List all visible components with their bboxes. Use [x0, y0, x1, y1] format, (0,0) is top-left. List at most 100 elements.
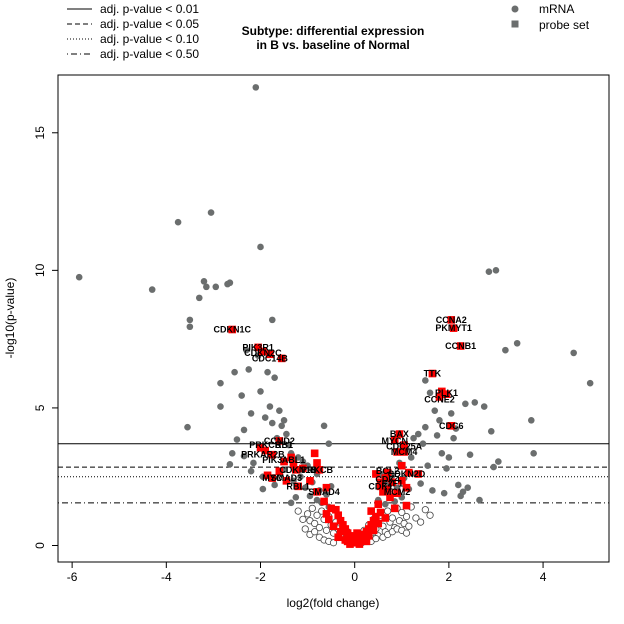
probe-point-37	[313, 488, 321, 496]
gene-label-7: TTK	[424, 369, 442, 379]
mrna-point-48	[240, 452, 248, 460]
x-tick-label-2: -2	[255, 570, 266, 584]
probe-point-92	[374, 519, 383, 528]
mrna-point-9	[207, 209, 215, 216]
mrna-point-35	[278, 422, 285, 430]
gene-label-9: CCNE2	[424, 395, 455, 405]
probe-point-27	[299, 464, 307, 473]
mrna-point-10	[212, 283, 220, 291]
probe-point-90	[362, 537, 371, 546]
mrna-point-102	[459, 488, 467, 496]
probe-point-34	[306, 477, 314, 485]
probe-point-29	[315, 466, 324, 474]
probe-point-9	[438, 387, 446, 396]
probe-point-84	[353, 529, 361, 537]
mrna-point-100	[454, 481, 462, 489]
mrna-point-106	[476, 496, 483, 504]
mrna-point-68	[259, 485, 267, 493]
mrna-point-34	[276, 407, 283, 414]
probe-point-26	[313, 459, 321, 467]
mrna-point-116	[570, 349, 577, 357]
probe-point-30	[275, 467, 284, 476]
probe-point-72	[365, 525, 373, 533]
white-point-35	[388, 514, 396, 522]
mrna-point-29	[266, 403, 274, 410]
white-point-49	[294, 507, 302, 515]
mrna-point-7	[200, 278, 208, 285]
x-axis: -6 -4 -2 0 2 4	[67, 561, 547, 584]
mrna-point-77	[393, 484, 401, 492]
mrna-point-5	[186, 323, 194, 331]
mrna-point-32	[271, 374, 278, 381]
mrna-point-86	[414, 430, 422, 438]
probe-point-87	[322, 510, 331, 518]
mrna-point-1	[148, 286, 156, 293]
probe-point-89	[334, 533, 343, 542]
threshold-legend: adj. p-value < 0.01 adj. p-value < 0.05 …	[67, 2, 199, 61]
x-axis-label: log2(fold change)	[287, 596, 380, 610]
mrna-point-122	[433, 432, 441, 439]
legend-label-010: adj. p-value < 0.10	[100, 32, 199, 46]
mrna-point-25	[257, 388, 264, 395]
probe-point-35	[294, 482, 302, 491]
probe-point-10	[442, 390, 451, 398]
probe-point-4	[277, 354, 286, 363]
mrna-point-99	[450, 434, 457, 442]
mrna-point-27	[261, 414, 269, 421]
mrna-point-49	[247, 467, 255, 475]
mrna-point-89	[422, 423, 429, 431]
gene-label-1: PKMYT1	[435, 323, 472, 333]
mrna-point-93	[431, 407, 439, 414]
gene-label-27: BCL2	[376, 466, 400, 476]
mrna-point-4	[186, 316, 194, 324]
white-point-47	[426, 511, 434, 519]
mrna-point-88	[419, 440, 427, 447]
white-point-56	[329, 539, 338, 547]
gene-label-18: PRKAR2B	[241, 450, 285, 460]
gene-label-5: CDKN2C	[244, 348, 282, 358]
y-axis-label: -log10(p-value)	[3, 278, 17, 359]
white-point-3	[311, 519, 319, 528]
mrna-point-124	[464, 484, 472, 492]
mrna-point-31	[268, 316, 276, 324]
probe-point-49	[376, 482, 385, 491]
probe-point-12	[447, 422, 456, 430]
mrna-point-72	[382, 500, 389, 508]
probe-point-39	[327, 504, 335, 513]
white-point-41	[402, 513, 411, 521]
legend-mrna-label: mRNA	[539, 2, 574, 16]
mrna-point-8	[203, 283, 210, 291]
mrna-point-57	[301, 484, 309, 492]
gene-label-14: MCM4	[391, 447, 418, 457]
mrna-point-94	[436, 417, 443, 424]
probe-point-24	[289, 460, 298, 469]
probe-point-32	[268, 474, 277, 482]
probe-point-51	[402, 483, 411, 492]
gene-label-12: MYCN	[381, 436, 408, 446]
probe-point-59	[334, 511, 343, 520]
mrna-point-66	[228, 450, 236, 457]
probe-point-56	[402, 501, 411, 510]
gene-label-30: E2F1	[382, 479, 404, 489]
probe-point-2	[259, 347, 267, 356]
gene-label-24: SMAD3	[271, 473, 303, 483]
probe-point-42	[383, 468, 392, 477]
gene-label-28: CDKN2D	[388, 469, 426, 479]
legend-probe-label: probe set	[539, 18, 590, 32]
probe-point-62	[341, 525, 350, 533]
probe-point-48	[388, 478, 397, 487]
mrna-point-47	[325, 440, 333, 447]
gene-label-3: CDKN1C	[213, 325, 251, 335]
mrna-point-17	[238, 392, 245, 399]
probe-point-52	[379, 488, 387, 496]
mrna-point-11	[217, 379, 224, 387]
threshold-lines	[58, 443, 609, 504]
gene-label-17: RB1	[275, 440, 293, 450]
mrna-point-41	[294, 454, 302, 461]
chart-title-line-2: in B vs. baseline of Normal	[256, 38, 409, 52]
y-tick-label-0: 0	[33, 542, 47, 549]
probe-point-57	[390, 504, 399, 513]
mrna-point-55	[292, 494, 300, 501]
mrna-point-50	[250, 459, 257, 467]
